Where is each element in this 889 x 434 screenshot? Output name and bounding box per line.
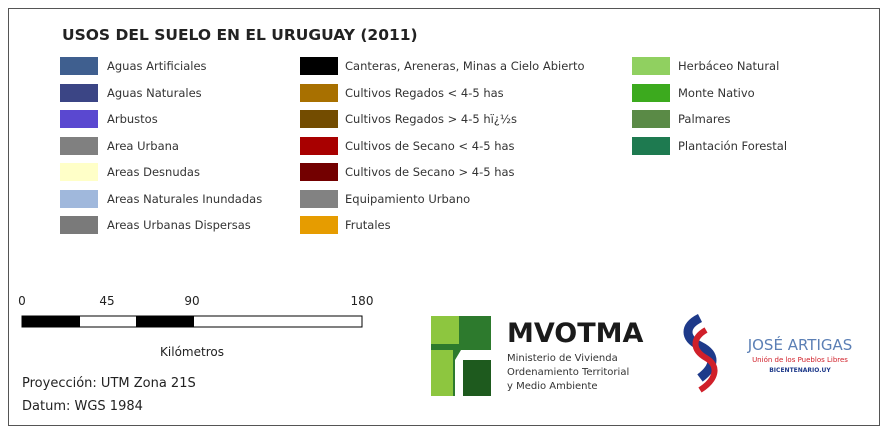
logo-line: y Medio Ambiente bbox=[507, 381, 598, 392]
legend-swatch bbox=[300, 110, 338, 128]
frame bbox=[8, 8, 880, 426]
logo-block bbox=[431, 316, 459, 344]
legend-swatch bbox=[300, 57, 338, 75]
legend-label: Cultivos Regados < 4-5 has bbox=[345, 85, 504, 100]
scale-segment bbox=[22, 316, 80, 327]
legend-label: Area Urbana bbox=[107, 138, 179, 153]
scale-unit: Kilómetros bbox=[160, 345, 224, 359]
scale-tick-label: 180 bbox=[351, 294, 374, 308]
logo-line: BICENTENARIO.UY bbox=[769, 367, 831, 374]
logo-name: MVOTMA bbox=[507, 318, 644, 349]
legend-swatch bbox=[60, 57, 98, 75]
legend-label: Canteras, Areneras, Minas a Cielo Abiert… bbox=[345, 59, 585, 73]
legend-label: Plantación Forestal bbox=[678, 138, 788, 153]
scale-tick-label: 0 bbox=[18, 294, 26, 308]
legend-label: Areas Naturales Inundadas bbox=[107, 191, 263, 206]
legend-label: Palmares bbox=[678, 112, 731, 126]
legend-swatch bbox=[300, 163, 338, 181]
legend-swatch bbox=[300, 216, 338, 234]
legend-swatch bbox=[300, 83, 338, 102]
logo-stripe bbox=[683, 313, 717, 382]
logo-block bbox=[431, 350, 453, 396]
legend-label: Equipamiento Urbano bbox=[345, 191, 471, 206]
legend-label: Monte Nativo bbox=[678, 85, 755, 100]
scale-segment bbox=[136, 316, 194, 327]
legend-swatch bbox=[60, 189, 98, 208]
legend-swatch bbox=[60, 163, 98, 181]
legend-label: Aguas Artificiales bbox=[107, 59, 207, 73]
datum: Datum: WGS 1984 bbox=[22, 399, 143, 414]
logo-name: JOSÉ ARTIGAS bbox=[747, 335, 853, 354]
legend-label: Frutales bbox=[345, 218, 391, 232]
legend-swatch bbox=[60, 136, 98, 155]
scale-tick-label: 45 bbox=[99, 294, 114, 308]
scale-tick-label: 90 bbox=[184, 294, 199, 308]
legend-swatch bbox=[300, 136, 338, 155]
artigas-logo bbox=[683, 313, 718, 393]
mvotma-logo bbox=[431, 316, 491, 396]
legend-swatch bbox=[60, 83, 98, 102]
logo-line: Unión de los Pueblos Libres bbox=[752, 356, 848, 364]
projection: Proyección: UTM Zona 21S bbox=[22, 376, 196, 391]
legend-swatch bbox=[632, 83, 670, 102]
legend-label: Aguas Naturales bbox=[107, 85, 202, 100]
logo-line: Ministerio de Vivienda bbox=[507, 353, 618, 364]
legend-label: Arbustos bbox=[107, 112, 158, 126]
legend-swatch bbox=[632, 136, 670, 155]
logo-line: Ordenamiento Territorial bbox=[507, 367, 629, 378]
title: USOS DEL SUELO EN EL URUGUAY (2011) bbox=[62, 26, 418, 44]
legend-label: Cultivos Regados > 4-5 hï¿½s bbox=[345, 112, 518, 126]
legend-label: Cultivos de Secano < 4-5 has bbox=[345, 138, 515, 153]
legend-swatch bbox=[632, 110, 670, 128]
legend-label: Cultivos de Secano > 4-5 has bbox=[345, 165, 515, 179]
legend-swatch bbox=[60, 110, 98, 128]
logo-block bbox=[463, 360, 491, 396]
legend-label: Areas Urbanas Dispersas bbox=[107, 218, 251, 232]
legend-label: Areas Desnudas bbox=[107, 165, 200, 179]
legend-swatch bbox=[60, 216, 98, 234]
legend-label: Herbáceo Natural bbox=[678, 59, 780, 73]
logo-stripe bbox=[692, 327, 718, 393]
legend-swatch bbox=[632, 57, 670, 75]
legend-swatch bbox=[300, 189, 338, 208]
